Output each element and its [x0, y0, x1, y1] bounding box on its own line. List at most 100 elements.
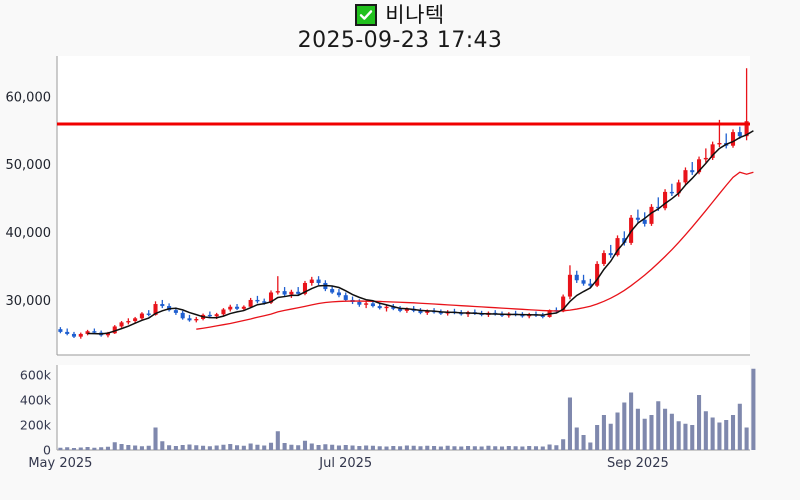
- volume-bar: [241, 445, 246, 450]
- candlestick: [567, 265, 572, 300]
- volume-tick-label: 600k: [20, 368, 52, 383]
- candlestick: [710, 141, 715, 160]
- volume-bar: [540, 446, 545, 450]
- volume-bar: [527, 446, 532, 450]
- x-tick-label: Sep 2025: [607, 456, 669, 471]
- volume-bar: [364, 445, 369, 450]
- candlestick: [221, 308, 226, 316]
- volume-bar: [404, 445, 409, 450]
- volume-bar: [703, 411, 708, 450]
- volume-bar: [615, 412, 620, 450]
- volume-bar: [411, 445, 416, 450]
- candlestick: [377, 303, 382, 310]
- candlestick: [316, 276, 321, 286]
- price-tick-labels: 30,000 40,000 50,000 60,000: [6, 90, 52, 309]
- volume-bar: [425, 445, 430, 450]
- volume-bar: [99, 447, 104, 450]
- volume-bar: [567, 397, 572, 450]
- x-tick-label: May 2025: [28, 456, 92, 471]
- volume-bar: [493, 446, 498, 450]
- candlestick: [330, 285, 335, 294]
- candlestick: [248, 297, 253, 309]
- candlestick: [235, 304, 240, 311]
- volume-bar: [554, 445, 559, 450]
- volume-bar: [309, 443, 314, 450]
- volume-bar: [153, 427, 158, 450]
- candlestick: [649, 204, 654, 226]
- volume-bar: [58, 447, 63, 450]
- candlestick: [683, 167, 688, 186]
- volume-bar: [119, 444, 124, 450]
- volume-bar: [85, 447, 90, 450]
- candlestick: [187, 314, 192, 322]
- volume-series: [58, 368, 756, 450]
- volume-bar: [710, 417, 715, 450]
- volume-tick-label: 200k: [20, 418, 52, 433]
- candlestick: [146, 310, 151, 317]
- volume-bar: [105, 446, 110, 450]
- volume-bar: [194, 445, 199, 450]
- volume-bar: [499, 446, 505, 450]
- volume-bar: [520, 446, 525, 450]
- volume-bar: [669, 413, 674, 450]
- candlestick: [615, 235, 620, 257]
- volume-bar: [438, 446, 443, 450]
- candlestick: [302, 280, 308, 296]
- volume-bar: [561, 439, 566, 450]
- volume-bar: [479, 446, 484, 450]
- volume-bar: [65, 447, 70, 450]
- volume-bar: [737, 403, 742, 450]
- volume-bar: [744, 427, 749, 450]
- volume-bar: [289, 444, 294, 450]
- volume-bar: [601, 415, 606, 450]
- volume-bar: [160, 441, 165, 450]
- candlestick: [85, 329, 90, 336]
- volume-bar: [370, 445, 375, 450]
- candlestick: [296, 287, 301, 296]
- candlestick: [642, 212, 647, 227]
- volume-bar: [343, 445, 348, 450]
- volume-bar: [751, 368, 756, 450]
- volume-bar: [139, 446, 144, 450]
- candlestick: [78, 332, 83, 339]
- candlestick: [690, 162, 695, 175]
- volume-bar: [432, 446, 437, 450]
- candlestick: [160, 299, 165, 309]
- candlestick: [289, 289, 294, 298]
- candlestick: [384, 305, 389, 312]
- candlestick: [112, 325, 117, 334]
- volume-bar: [595, 425, 600, 450]
- volume-bar: [445, 445, 450, 450]
- volume-bar: [690, 425, 695, 450]
- volume-bar: [214, 445, 219, 450]
- volume-bar: [207, 446, 212, 450]
- x-tick-label: Jul 2025: [318, 456, 372, 471]
- volume-bar: [248, 443, 253, 450]
- volume-bar: [398, 446, 403, 450]
- candlestick: [65, 328, 70, 336]
- page-title: 비나텍: [385, 3, 445, 27]
- volume-bar: [262, 445, 267, 450]
- volume-bar: [663, 408, 668, 450]
- candlestick: [595, 261, 600, 288]
- volume-bar: [384, 446, 389, 450]
- volume-bar: [235, 445, 240, 450]
- volume-bar: [574, 427, 579, 450]
- volume-bar: [275, 431, 280, 450]
- candlestick: [336, 289, 341, 298]
- volume-bar: [255, 444, 260, 450]
- volume-bar: [697, 395, 702, 450]
- price-panel-background: [57, 56, 750, 355]
- volume-bar: [187, 444, 192, 450]
- volume-bar: [588, 442, 593, 450]
- volume-bar: [676, 421, 681, 450]
- volume-tick-labels: 0 200k 400k 600k: [20, 368, 52, 458]
- candlestick: [139, 312, 144, 320]
- candlestick: [119, 321, 124, 328]
- candlestick: [71, 331, 77, 339]
- volume-bar: [180, 445, 185, 450]
- volume-bar: [581, 435, 586, 450]
- candlestick: [275, 276, 280, 295]
- volume-bar: [228, 444, 233, 450]
